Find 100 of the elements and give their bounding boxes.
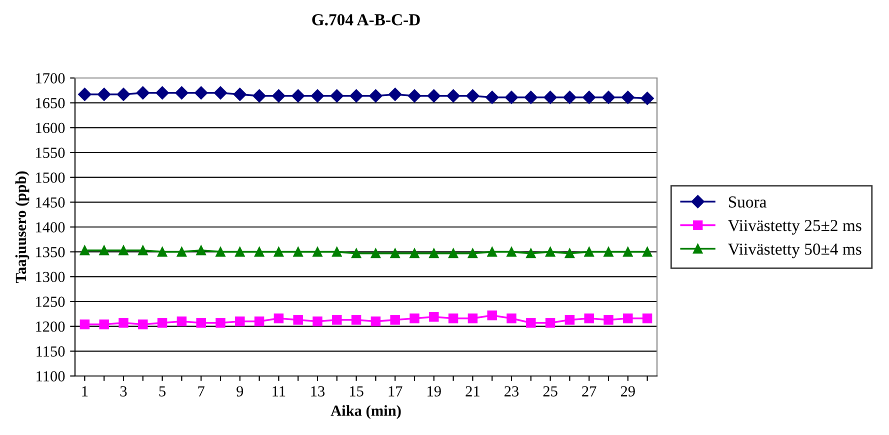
- point: [410, 248, 420, 258]
- point: [312, 246, 322, 257]
- point: [292, 89, 305, 102]
- point: [448, 248, 458, 258]
- point: [429, 312, 439, 322]
- point: [642, 246, 652, 257]
- chart-title: G.704 A-B-C-D: [312, 14, 420, 26]
- point: [98, 88, 111, 101]
- point: [332, 315, 342, 325]
- point: [330, 89, 344, 102]
- point: [604, 246, 614, 257]
- point: [564, 315, 575, 325]
- point: [370, 316, 381, 326]
- point: [156, 86, 169, 100]
- y-tick-label: 1450: [36, 197, 65, 208]
- point: [235, 316, 245, 326]
- y-tick-label: 1600: [36, 122, 65, 134]
- point: [99, 245, 109, 256]
- point: [526, 248, 536, 258]
- point: [506, 314, 516, 324]
- x-tick-label: 5: [159, 386, 166, 396]
- legend-label: Suora: [728, 196, 766, 208]
- point: [235, 246, 245, 257]
- y-tick-label: 1400: [36, 222, 65, 232]
- x-tick-label: 19: [428, 386, 441, 396]
- point: [410, 314, 420, 324]
- point: [157, 318, 168, 328]
- point: [448, 314, 458, 324]
- x-axis-title: Aika (min): [330, 405, 401, 419]
- y-tick-label: 1500: [36, 172, 65, 183]
- point: [157, 246, 168, 257]
- point: [544, 90, 557, 104]
- point: [486, 90, 499, 104]
- point: [487, 310, 497, 320]
- point: [332, 246, 342, 257]
- point: [194, 86, 208, 100]
- point: [216, 246, 226, 257]
- y-tick-label: 1300: [36, 272, 65, 282]
- point: [233, 88, 246, 101]
- point: [175, 86, 188, 100]
- x-tick-label: 29: [620, 386, 635, 396]
- y-tick-label: 1100: [36, 371, 65, 382]
- point: [274, 246, 284, 257]
- point: [350, 89, 363, 102]
- point: [99, 319, 109, 330]
- point: [370, 248, 381, 258]
- y-tick-label: 1650: [36, 98, 65, 108]
- point: [427, 89, 440, 102]
- point: [136, 86, 150, 100]
- point: [446, 89, 460, 102]
- legend-label: Viivästetty 50±4 ms: [728, 244, 862, 258]
- point: [196, 318, 206, 328]
- point: [116, 88, 130, 101]
- point: [390, 315, 400, 325]
- point: [545, 246, 556, 257]
- point: [524, 90, 538, 104]
- point: [584, 314, 594, 324]
- point: [196, 245, 206, 256]
- point: [118, 245, 128, 256]
- point: [468, 314, 478, 324]
- x-tick-label: 13: [311, 386, 325, 396]
- x-tick-label: 21: [466, 386, 480, 396]
- point: [272, 89, 286, 102]
- point: [80, 245, 90, 256]
- x-tick-label: 23: [504, 386, 519, 396]
- point: [642, 314, 652, 324]
- point: [468, 248, 478, 258]
- point: [623, 314, 633, 324]
- point: [254, 316, 264, 326]
- point: [216, 318, 226, 328]
- point: [487, 246, 497, 257]
- point: [252, 89, 266, 102]
- point: [602, 90, 616, 104]
- point: [312, 316, 322, 326]
- point: [640, 92, 654, 105]
- point: [310, 89, 324, 102]
- y-tick-label: 1250: [36, 296, 65, 307]
- point: [293, 246, 303, 257]
- point: [369, 89, 382, 102]
- x-tick-label: 25: [543, 386, 558, 396]
- point: [118, 318, 128, 328]
- point: [390, 248, 400, 258]
- point: [138, 245, 148, 256]
- y-tick-label: 1200: [36, 321, 65, 332]
- point: [351, 315, 362, 325]
- point: [604, 315, 614, 325]
- point: [584, 246, 594, 257]
- x-tick-label: 9: [236, 386, 244, 396]
- y-tick-label: 1700: [36, 73, 65, 84]
- x-tick-label: 17: [388, 386, 402, 396]
- point: [545, 318, 556, 328]
- x-tick-label: 27: [582, 386, 596, 396]
- point: [429, 248, 439, 258]
- x-tick-label: 3: [120, 386, 127, 396]
- x-tick-label: 15: [350, 386, 364, 396]
- x-tick-label: 7: [198, 386, 204, 396]
- x-tick-label: 1: [82, 386, 88, 396]
- point: [138, 319, 148, 330]
- y-axis-title: Taajuusero (ppb): [15, 171, 30, 284]
- point: [526, 318, 536, 328]
